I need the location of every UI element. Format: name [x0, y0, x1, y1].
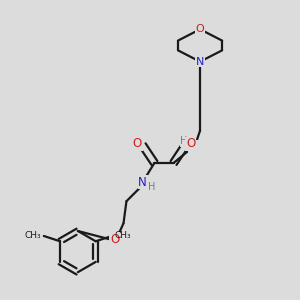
Text: CH₃: CH₃ — [24, 232, 41, 241]
Text: N: N — [188, 140, 197, 153]
Text: N: N — [196, 57, 204, 67]
Text: O: O — [186, 137, 195, 150]
Text: H: H — [148, 182, 156, 192]
Text: O: O — [196, 24, 204, 34]
Text: O: O — [133, 137, 142, 150]
Text: CH₃: CH₃ — [115, 232, 131, 241]
Text: H: H — [180, 136, 188, 146]
Text: N: N — [138, 176, 147, 189]
Text: O: O — [110, 233, 119, 246]
